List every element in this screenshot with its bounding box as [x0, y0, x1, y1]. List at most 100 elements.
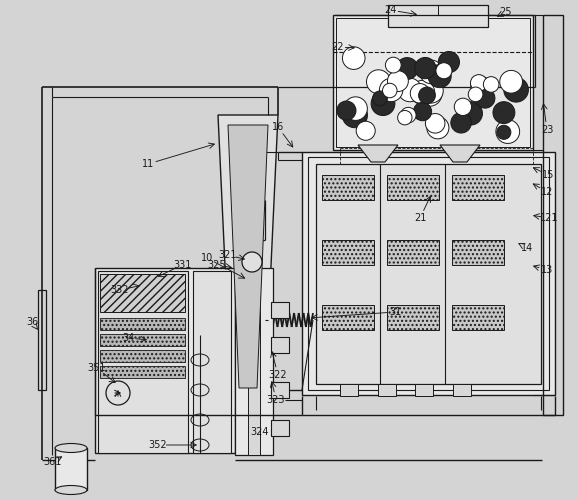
- Bar: [453, 384, 471, 396]
- Circle shape: [428, 64, 451, 88]
- Bar: [336, 18, 530, 147]
- Bar: [308, 157, 549, 390]
- Circle shape: [387, 71, 408, 92]
- Bar: [271, 420, 289, 436]
- Circle shape: [500, 70, 523, 93]
- Text: 121: 121: [540, 213, 558, 223]
- Bar: [235, 268, 273, 455]
- Bar: [271, 302, 289, 318]
- Text: 14: 14: [521, 243, 533, 253]
- Text: 323: 323: [267, 395, 286, 405]
- Text: 10: 10: [201, 253, 213, 263]
- Circle shape: [468, 87, 483, 102]
- Circle shape: [470, 75, 487, 91]
- Circle shape: [459, 102, 483, 125]
- Bar: [322, 175, 374, 200]
- Bar: [452, 240, 504, 265]
- Circle shape: [344, 97, 368, 120]
- Polygon shape: [358, 145, 398, 162]
- Circle shape: [413, 102, 432, 121]
- Circle shape: [436, 63, 452, 79]
- Circle shape: [398, 110, 412, 125]
- Bar: [271, 337, 289, 353]
- Bar: [302, 152, 555, 395]
- Circle shape: [242, 252, 262, 272]
- Polygon shape: [228, 125, 268, 388]
- Circle shape: [410, 84, 430, 103]
- Bar: [55, 448, 87, 490]
- Bar: [100, 350, 185, 362]
- Polygon shape: [218, 115, 278, 395]
- Circle shape: [342, 102, 368, 128]
- Text: 352: 352: [149, 440, 167, 450]
- Bar: [248, 268, 260, 455]
- Bar: [271, 382, 289, 398]
- Circle shape: [483, 77, 499, 92]
- Bar: [100, 366, 185, 378]
- Bar: [387, 240, 439, 265]
- Text: 332: 332: [111, 285, 129, 295]
- Bar: [333, 15, 533, 150]
- Bar: [193, 271, 231, 453]
- Bar: [38, 290, 46, 390]
- Bar: [100, 318, 185, 330]
- Circle shape: [451, 113, 471, 133]
- Bar: [452, 175, 504, 200]
- Circle shape: [504, 77, 528, 102]
- Ellipse shape: [55, 486, 87, 495]
- Text: 36: 36: [26, 317, 38, 327]
- Bar: [340, 384, 358, 396]
- Text: 331: 331: [173, 260, 191, 270]
- Circle shape: [371, 92, 395, 116]
- Text: 22: 22: [331, 42, 343, 52]
- Circle shape: [379, 78, 403, 102]
- Text: 324: 324: [251, 427, 269, 437]
- Circle shape: [398, 78, 421, 102]
- Text: 321: 321: [218, 250, 237, 260]
- Circle shape: [497, 125, 511, 139]
- Circle shape: [496, 120, 520, 143]
- Ellipse shape: [55, 444, 87, 453]
- Bar: [378, 384, 396, 396]
- Circle shape: [410, 80, 435, 105]
- Circle shape: [425, 114, 445, 133]
- Text: 322: 322: [269, 370, 287, 380]
- Bar: [100, 334, 185, 346]
- Bar: [388, 5, 488, 27]
- Circle shape: [454, 98, 472, 115]
- Circle shape: [414, 57, 436, 79]
- Circle shape: [342, 47, 365, 69]
- Bar: [98, 271, 188, 453]
- Circle shape: [427, 117, 449, 139]
- Bar: [387, 175, 439, 200]
- Circle shape: [420, 60, 443, 84]
- Bar: [387, 305, 439, 330]
- Circle shape: [386, 57, 401, 73]
- Circle shape: [383, 83, 397, 98]
- Circle shape: [106, 381, 130, 405]
- Bar: [316, 164, 541, 384]
- Text: 25: 25: [500, 7, 512, 17]
- Text: 34: 34: [122, 333, 134, 343]
- Text: 21: 21: [414, 213, 426, 223]
- Bar: [100, 274, 185, 312]
- Circle shape: [417, 81, 442, 106]
- Circle shape: [418, 87, 435, 104]
- Circle shape: [475, 88, 495, 108]
- Bar: [322, 240, 374, 265]
- Text: 23: 23: [541, 125, 553, 135]
- Text: 31: 31: [389, 307, 401, 317]
- Circle shape: [396, 57, 418, 79]
- Text: 361: 361: [43, 457, 61, 467]
- Circle shape: [418, 78, 443, 103]
- Circle shape: [470, 76, 491, 97]
- Bar: [543, 15, 563, 415]
- Circle shape: [337, 101, 356, 120]
- Text: 16: 16: [272, 122, 284, 132]
- Circle shape: [373, 91, 387, 106]
- Text: 24: 24: [384, 5, 396, 15]
- Bar: [322, 305, 374, 330]
- Bar: [415, 384, 433, 396]
- Circle shape: [401, 107, 416, 123]
- Text: 11: 11: [142, 159, 154, 169]
